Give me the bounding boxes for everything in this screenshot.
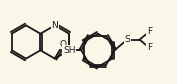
Text: S: S xyxy=(124,35,130,44)
Text: F: F xyxy=(147,27,152,36)
Text: N: N xyxy=(66,46,73,55)
Text: N: N xyxy=(51,21,58,30)
Text: SH: SH xyxy=(63,46,75,55)
Text: F: F xyxy=(147,43,152,52)
Text: O: O xyxy=(60,40,67,49)
Bar xyxy=(78,31,117,70)
